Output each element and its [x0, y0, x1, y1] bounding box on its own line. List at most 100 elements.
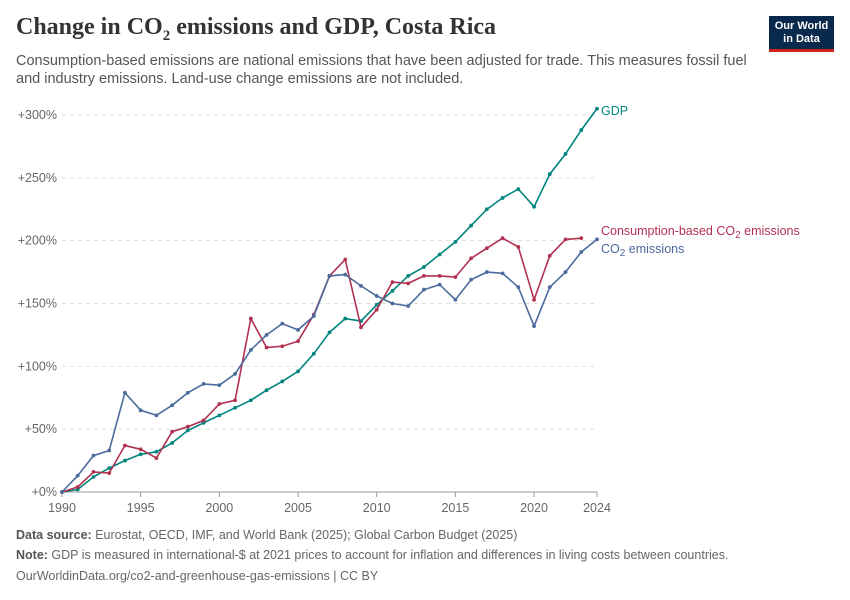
data-point[interactable]: [170, 403, 175, 408]
series-label[interactable]: Consumption-based CO2 emissions: [601, 224, 800, 241]
data-point[interactable]: [374, 307, 379, 312]
data-point[interactable]: [138, 447, 143, 452]
data-point[interactable]: [469, 256, 474, 261]
data-point[interactable]: [75, 473, 80, 478]
source-url[interactable]: OurWorldinData.org/co2-and-greenhouse-ga…: [16, 569, 379, 583]
data-point[interactable]: [248, 348, 253, 352]
data-point[interactable]: [296, 339, 300, 344]
data-point[interactable]: [123, 458, 127, 463]
data-point[interactable]: [532, 204, 536, 209]
data-point[interactable]: [343, 316, 348, 321]
data-point[interactable]: [75, 485, 80, 489]
data-point[interactable]: [406, 273, 411, 278]
data-point[interactable]: [516, 285, 521, 290]
data-point[interactable]: [91, 475, 96, 479]
data-point[interactable]: [233, 398, 237, 403]
data-point[interactable]: [91, 469, 96, 474]
data-point[interactable]: [280, 344, 285, 349]
data-point[interactable]: [516, 187, 521, 192]
owid-logo[interactable]: Our World in Data: [769, 16, 834, 52]
data-point[interactable]: [453, 275, 458, 280]
data-point[interactable]: [248, 398, 253, 403]
data-point[interactable]: [374, 302, 379, 307]
data-point[interactable]: [390, 289, 395, 293]
data-point[interactable]: [296, 327, 300, 332]
data-point[interactable]: [170, 441, 175, 445]
data-point[interactable]: [547, 285, 552, 290]
data-point[interactable]: [390, 280, 395, 285]
data-point[interactable]: [406, 304, 411, 308]
data-point[interactable]: [296, 369, 300, 374]
data-point[interactable]: [374, 294, 379, 298]
data-point[interactable]: [107, 471, 112, 476]
data-point[interactable]: [60, 490, 64, 494]
data-point[interactable]: [359, 325, 363, 330]
data-point[interactable]: [185, 390, 190, 395]
series-label[interactable]: CO2 emissions: [601, 242, 684, 259]
data-point[interactable]: [123, 390, 127, 395]
data-point[interactable]: [138, 408, 143, 413]
data-point[interactable]: [327, 330, 332, 335]
data-point[interactable]: [563, 270, 568, 274]
data-point[interactable]: [595, 106, 599, 111]
data-point[interactable]: [422, 265, 426, 269]
data-point[interactable]: [563, 237, 568, 242]
data-point[interactable]: [547, 253, 552, 258]
data-point[interactable]: [154, 456, 159, 460]
data-point[interactable]: [233, 405, 237, 410]
data-point[interactable]: [248, 316, 253, 321]
data-point[interactable]: [406, 281, 411, 286]
series-line[interactable]: [61, 108, 598, 493]
data-point[interactable]: [422, 287, 426, 292]
data-point[interactable]: [217, 402, 222, 406]
data-point[interactable]: [311, 314, 316, 318]
data-point[interactable]: [280, 379, 285, 384]
data-point[interactable]: [516, 245, 521, 249]
data-point[interactable]: [579, 236, 584, 241]
data-point[interactable]: [138, 452, 143, 457]
data-point[interactable]: [500, 196, 505, 200]
data-point[interactable]: [201, 418, 206, 423]
data-point[interactable]: [343, 257, 348, 262]
data-point[interactable]: [563, 152, 568, 156]
data-point[interactable]: [233, 371, 237, 376]
data-point[interactable]: [264, 333, 269, 337]
data-point[interactable]: [532, 297, 536, 302]
data-point[interactable]: [437, 252, 442, 257]
data-point[interactable]: [123, 443, 127, 448]
series-label[interactable]: GDP: [601, 104, 628, 118]
data-point[interactable]: [500, 271, 505, 276]
data-point[interactable]: [469, 223, 474, 228]
data-point[interactable]: [390, 301, 395, 306]
data-point[interactable]: [579, 250, 584, 254]
data-point[interactable]: [327, 273, 332, 278]
data-point[interactable]: [469, 277, 474, 282]
data-point[interactable]: [437, 282, 442, 287]
data-point[interactable]: [264, 388, 269, 393]
data-point[interactable]: [217, 383, 222, 388]
data-point[interactable]: [170, 429, 175, 434]
data-point[interactable]: [217, 413, 222, 418]
data-point[interactable]: [343, 272, 348, 277]
data-point[interactable]: [595, 237, 599, 242]
data-point[interactable]: [264, 345, 269, 350]
data-point[interactable]: [532, 324, 536, 329]
data-point[interactable]: [422, 273, 426, 278]
data-point[interactable]: [201, 382, 206, 386]
data-point[interactable]: [484, 270, 489, 274]
data-point[interactable]: [453, 240, 458, 244]
data-point[interactable]: [359, 284, 363, 288]
data-point[interactable]: [185, 424, 190, 429]
data-point[interactable]: [185, 428, 190, 433]
data-point[interactable]: [547, 172, 552, 176]
data-point[interactable]: [91, 453, 96, 458]
data-point[interactable]: [453, 297, 458, 302]
data-point[interactable]: [107, 448, 112, 453]
data-point[interactable]: [311, 351, 316, 356]
data-point[interactable]: [500, 236, 505, 241]
data-point[interactable]: [437, 273, 442, 278]
data-point[interactable]: [484, 207, 489, 212]
data-point[interactable]: [154, 413, 159, 418]
data-point[interactable]: [579, 128, 584, 132]
data-point[interactable]: [107, 466, 112, 471]
